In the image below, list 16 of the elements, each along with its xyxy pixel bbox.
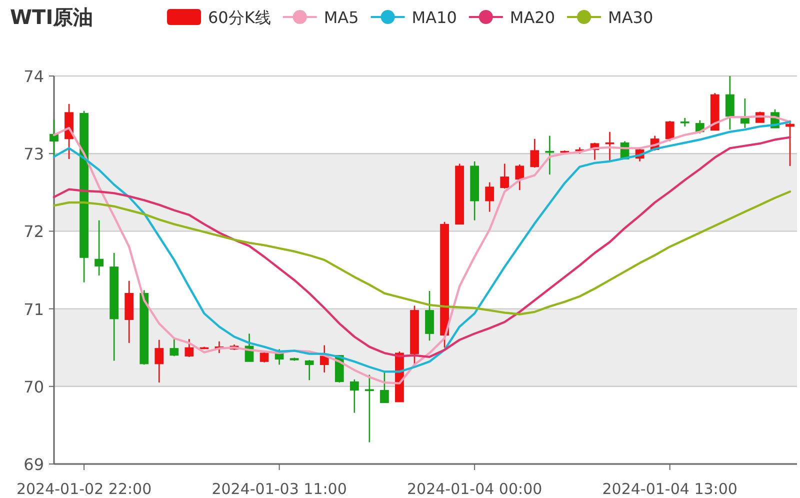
y-tick-label: 70 bbox=[24, 377, 44, 396]
legend-label: MA30 bbox=[608, 8, 654, 27]
legend-label: MA20 bbox=[510, 8, 556, 27]
x-tick-label: 2024-01-03 11:00 bbox=[212, 480, 347, 498]
legend-label: MA10 bbox=[412, 8, 457, 27]
x-tick-label: 2024-01-04 13:00 bbox=[602, 480, 738, 498]
y-tick-label: 69 bbox=[24, 455, 44, 474]
y-tick-label: 73 bbox=[24, 144, 44, 164]
y-tick-label: 74 bbox=[24, 67, 44, 86]
x-tick-label: 2024-01-02 22:00 bbox=[16, 480, 152, 498]
chart-title: WTI原油 bbox=[10, 5, 94, 29]
y-tick-label: 71 bbox=[24, 300, 44, 319]
legend-label: MA5 bbox=[324, 8, 359, 27]
x-tick-label: 2024-01-04 00:00 bbox=[406, 480, 542, 498]
legend-label: 60分K线 bbox=[208, 8, 271, 27]
y-tick-label: 72 bbox=[24, 222, 44, 242]
